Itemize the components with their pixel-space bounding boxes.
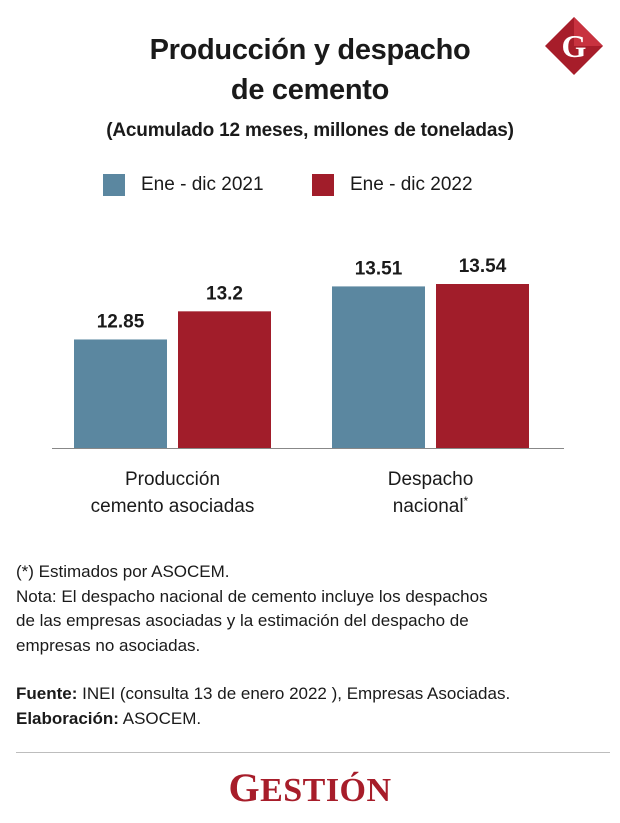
note-line-2: de las empresas asociadas y la estimació… [16, 611, 469, 630]
category-label: Despacho [388, 469, 474, 490]
title-line-1: Producción y despacho [149, 34, 471, 66]
gestion-g-logo: G [545, 17, 603, 75]
category-label: nacional* [393, 494, 469, 517]
legend-item-2021: Ene - dic 2021 [103, 174, 264, 196]
bar-2022-cat0 [178, 311, 271, 448]
elaboration-label: Elaboración: [16, 708, 119, 728]
data-label: 13.54 [459, 256, 507, 277]
notes: (*) Estimados por ASOCEM. Nota: El despa… [16, 560, 606, 658]
data-label: 13.2 [206, 283, 243, 304]
legend-label-2022: Ene - dic 2022 [350, 174, 473, 195]
sources: Fuente: INEI (consulta 13 de enero 2022 … [16, 682, 606, 731]
footer-divider [16, 752, 610, 753]
logo-letter: G [562, 28, 587, 64]
gestion-wordmark: GESTIÓN [0, 764, 620, 811]
source-line: Fuente: INEI (consulta 13 de enero 2022 … [16, 682, 606, 707]
bar-chart: 12.85 13.51 13.2 13.54 Producción cemento aso… [52, 256, 564, 517]
legend-item-2022: Ene - dic 2022 [312, 174, 473, 196]
note-line-3: empresas no asociadas. [16, 635, 201, 655]
legend-swatch-2022 [312, 174, 334, 196]
bar-2022-cat1 [436, 284, 529, 448]
chart-title: Producción y despacho de cemento [0, 30, 620, 110]
wordmark-initial: G [228, 765, 261, 810]
note-asterisk: (*) Estimados por ASOCEM. [16, 562, 230, 581]
bar-2021-cat1 [332, 286, 425, 448]
data-label: 13.51 [355, 258, 403, 279]
elaboration-text: ASOCEM. [118, 708, 202, 728]
category-label: cemento asociadas [91, 496, 255, 517]
legend: Ene - dic 2021 Ene - dic 2022 [0, 174, 620, 202]
wordmark-rest: ESTIÓN [260, 772, 392, 809]
logo-diamond-highlight [574, 17, 603, 46]
title-line-2: de cemento [230, 74, 390, 106]
elaboration-line: Elaboración: ASOCEM. [16, 707, 606, 732]
chart-subtitle: (Acumulado 12 meses, millones de tonelad… [106, 120, 514, 141]
source-label: Fuente: [16, 684, 78, 703]
category-label: Producción [125, 469, 220, 490]
legend-label-2021: Ene - dic 2021 [141, 174, 264, 195]
data-label: 12.85 [97, 311, 145, 332]
note-line-1: Nota: El despacho nacional de cemento in… [16, 586, 488, 606]
source-text: INEI (consulta 13 de enero 2022 ), Empre… [77, 684, 511, 703]
bar-2021-cat0 [74, 339, 167, 448]
legend-swatch-2021 [103, 174, 125, 196]
